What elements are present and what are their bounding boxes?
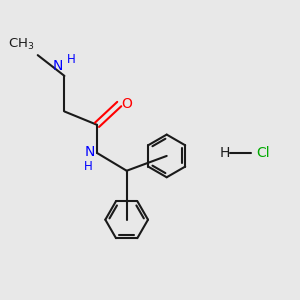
Text: H: H [68,53,76,66]
Text: Cl: Cl [256,146,270,160]
Text: N: N [84,146,94,159]
Text: H: H [219,146,230,160]
Text: O: O [122,97,133,111]
Text: CH$_3$: CH$_3$ [8,37,34,52]
Text: H: H [84,160,92,173]
Text: N: N [52,59,63,73]
